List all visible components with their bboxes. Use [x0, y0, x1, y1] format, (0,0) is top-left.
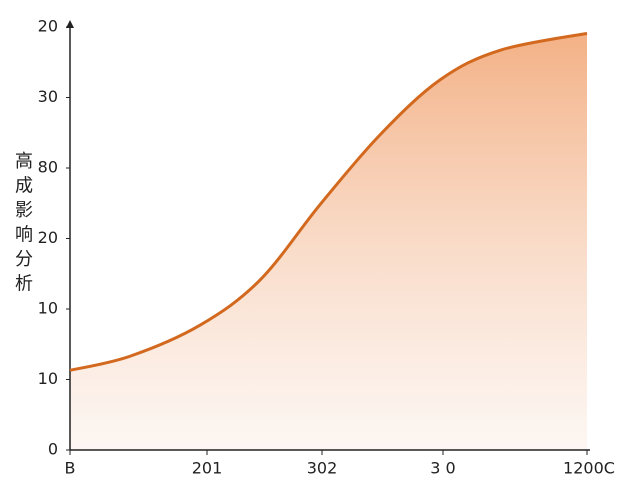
x-tick-label: B [65, 459, 76, 478]
x-tick-label: 201 [192, 459, 223, 478]
x-tick-label: 3 0 [430, 459, 455, 478]
y-axis-arrow [66, 20, 74, 28]
y-tick-label: 20 [38, 17, 58, 36]
y-axis-label: 高成影响分析 [15, 151, 33, 295]
line [69, 31, 588, 372]
area [70, 33, 587, 450]
x-tick-label: 302 [307, 459, 338, 478]
y-tick-label: 80 [38, 158, 58, 177]
y-tick-label: 10 [38, 369, 58, 388]
x-tick-label: 1200C [563, 459, 615, 478]
y-tick-label: 0 [48, 440, 58, 459]
y-axis-label-text: 高成影响分析 [15, 151, 33, 295]
y-tick-label: 30 [38, 87, 58, 106]
y-tick-label: 20 [38, 228, 58, 247]
y-tick-label: 10 [38, 299, 58, 318]
